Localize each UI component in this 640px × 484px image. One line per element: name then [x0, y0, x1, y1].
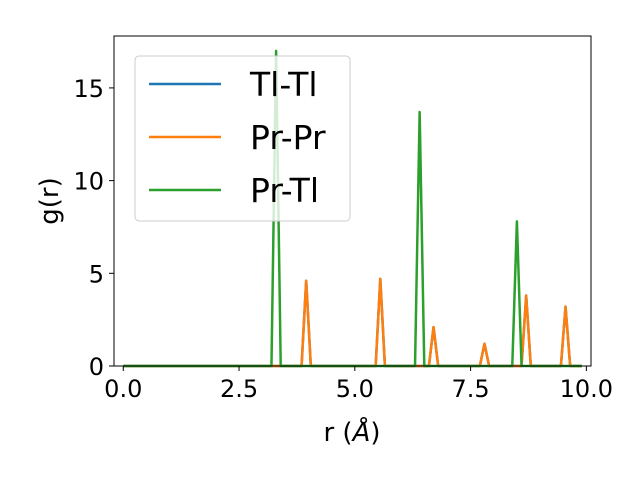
legend-entries: Tl-Tl Pr-Pr Pr-Tl [149, 65, 326, 210]
y-ticks: 0 5 10 15 [73, 75, 114, 381]
x-tick-label: 10.0 [560, 375, 613, 403]
legend-label-pr-pr: Pr-Pr [250, 118, 326, 157]
y-axis-label: g(r) [35, 177, 65, 224]
x-ticks: 0.0 2.5 5.0 7.5 10.0 [104, 366, 613, 403]
x-tick-label: 2.5 [220, 375, 258, 403]
x-axis-unit: Å [351, 416, 371, 448]
legend-box [134, 55, 351, 222]
plot-frame [113, 35, 592, 367]
x-tick-label: 7.5 [452, 375, 490, 403]
x-tick-label: 5.0 [336, 375, 374, 403]
y-tick-label: 15 [73, 75, 104, 103]
y-tick-label: 0 [89, 353, 104, 381]
legend-label-pr-tl: Pr-Tl [250, 171, 319, 210]
legend-label-tl-tl: Tl-Tl [249, 65, 318, 104]
x-tick-label: 0.0 [104, 375, 142, 403]
legend: Tl-Tl Pr-Pr Pr-Tl [134, 55, 351, 222]
y-tick-label: 5 [89, 260, 104, 288]
x-axis-label: r (Å) [323, 416, 380, 448]
y-tick-label: 10 [73, 168, 104, 196]
